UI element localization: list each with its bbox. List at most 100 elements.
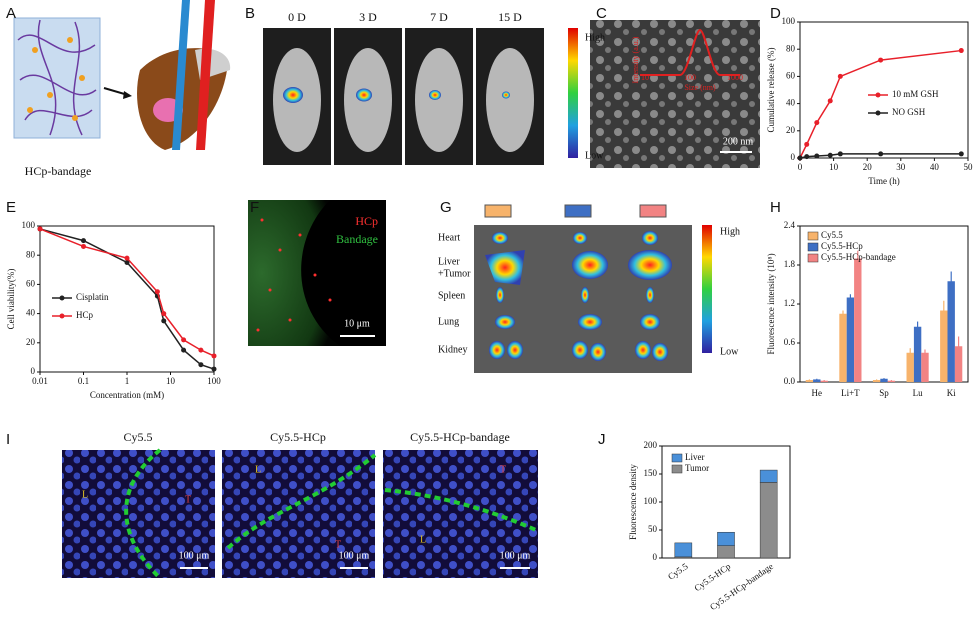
scale-bar-label: 10 μm (344, 318, 370, 329)
bar (940, 310, 948, 382)
data-point (211, 366, 217, 372)
bar (880, 378, 888, 382)
region-label: L (255, 464, 261, 475)
data-point (958, 151, 964, 157)
x-tick-label: He (812, 388, 823, 398)
inset-tick: 10 (641, 73, 649, 82)
y-tick-label: 200 (644, 440, 658, 450)
x-tick-label: 50 (964, 162, 974, 172)
region-label: T (335, 539, 341, 550)
data-point (124, 260, 130, 265)
mouse-body (486, 48, 534, 152)
y-tick-label: 100 (644, 496, 658, 506)
stain-label: Bandage (336, 232, 378, 246)
image-title: Cy5.5 (123, 430, 152, 444)
x-tick-label: 100 (207, 376, 221, 386)
series-line (39, 228, 215, 370)
panel-letter: E (6, 199, 16, 216)
region-label: T (185, 494, 191, 505)
organ-label: Spleen (438, 290, 465, 301)
legend-marker (59, 295, 65, 301)
legend-label: Cy5.5 (821, 230, 843, 240)
data-point (837, 73, 843, 79)
illustration-label: HCp-bandage (25, 164, 92, 178)
image-title: Cy5.5-HCp (270, 430, 326, 444)
bar-segment (759, 482, 778, 559)
y-tick-label: 1.2 (784, 298, 795, 308)
legend-label: 10 mM GSH (892, 89, 939, 99)
y-tick-label: 0 (653, 552, 658, 562)
mouse-body (415, 48, 463, 152)
data-point (181, 347, 187, 353)
y-axis-label: Fluorescence density (628, 464, 638, 540)
panel-letter: I (6, 431, 10, 448)
bar (872, 380, 881, 382)
bar-segment (717, 531, 735, 546)
panel-letter: D (770, 5, 781, 22)
bar (839, 313, 847, 382)
series-line (799, 49, 962, 159)
legend-label: Cisplatin (76, 292, 109, 302)
y-tick-label: 1.8 (784, 259, 796, 269)
y-tick-label: 20 (786, 125, 796, 135)
inset-tick: 1000 (727, 73, 743, 82)
x-tick-label: Lu (913, 388, 923, 398)
x-tick-label: 30 (896, 162, 906, 172)
legend-label: Liver (685, 452, 705, 462)
legend-marker (875, 110, 881, 116)
panel-letter: C (596, 5, 607, 22)
bar-segment (674, 542, 693, 558)
panel-letter: F (250, 199, 259, 216)
day-label: 7 D (430, 10, 448, 24)
x-tick-label: 0.1 (78, 376, 89, 386)
data-point (198, 347, 204, 353)
scale-high: High (720, 226, 740, 237)
organ-label: Kidney (438, 344, 467, 355)
y-tick-label: 0.0 (784, 376, 796, 386)
signal (356, 88, 372, 102)
x-tick-label: 0 (798, 162, 803, 172)
signal (429, 90, 441, 100)
data-point (804, 141, 810, 147)
legend-label: HCp (76, 310, 94, 320)
bar (813, 379, 821, 382)
data-point (958, 48, 964, 54)
data-point (81, 243, 86, 249)
region-label: L (82, 489, 88, 500)
data-point (124, 255, 130, 261)
inset-tick: 100 (684, 73, 696, 82)
y-tick-label: 2.4 (784, 220, 796, 230)
bar (805, 380, 814, 382)
y-tick-label: 100 (22, 220, 36, 230)
data-point (37, 226, 43, 232)
plot-frame (799, 21, 969, 159)
x-tick-label: Cy5.5-HCp (692, 561, 732, 593)
data-point (161, 311, 167, 317)
legend-swatch (807, 253, 819, 263)
scale-low: Low (585, 150, 604, 161)
y-axis-label: Cell viability(%) (6, 269, 16, 330)
x-axis-label: Time (h) (868, 176, 899, 186)
panel-f-image (248, 200, 386, 346)
x-tick-label: Sp (879, 388, 889, 398)
image-title: Cy5.5-HCp-bandage (410, 430, 510, 444)
data-point (81, 238, 86, 244)
panel-g-image (474, 204, 712, 373)
series-line (39, 228, 215, 357)
legend-swatch (807, 242, 819, 252)
data-point (827, 98, 833, 104)
scale-bar-label: 200 nm (723, 136, 754, 147)
y-tick-label: 40 (26, 308, 36, 318)
signal (502, 91, 510, 99)
scale-high: High (585, 32, 605, 43)
data-point (827, 152, 833, 158)
panel-letter: J (598, 431, 606, 448)
x-tick-label: 1 (125, 376, 130, 386)
legend-swatch (671, 464, 683, 474)
data-point (211, 353, 217, 359)
panel-c-image (590, 20, 760, 168)
data-point (154, 289, 160, 295)
signal (283, 87, 303, 103)
legend-marker (875, 92, 881, 98)
